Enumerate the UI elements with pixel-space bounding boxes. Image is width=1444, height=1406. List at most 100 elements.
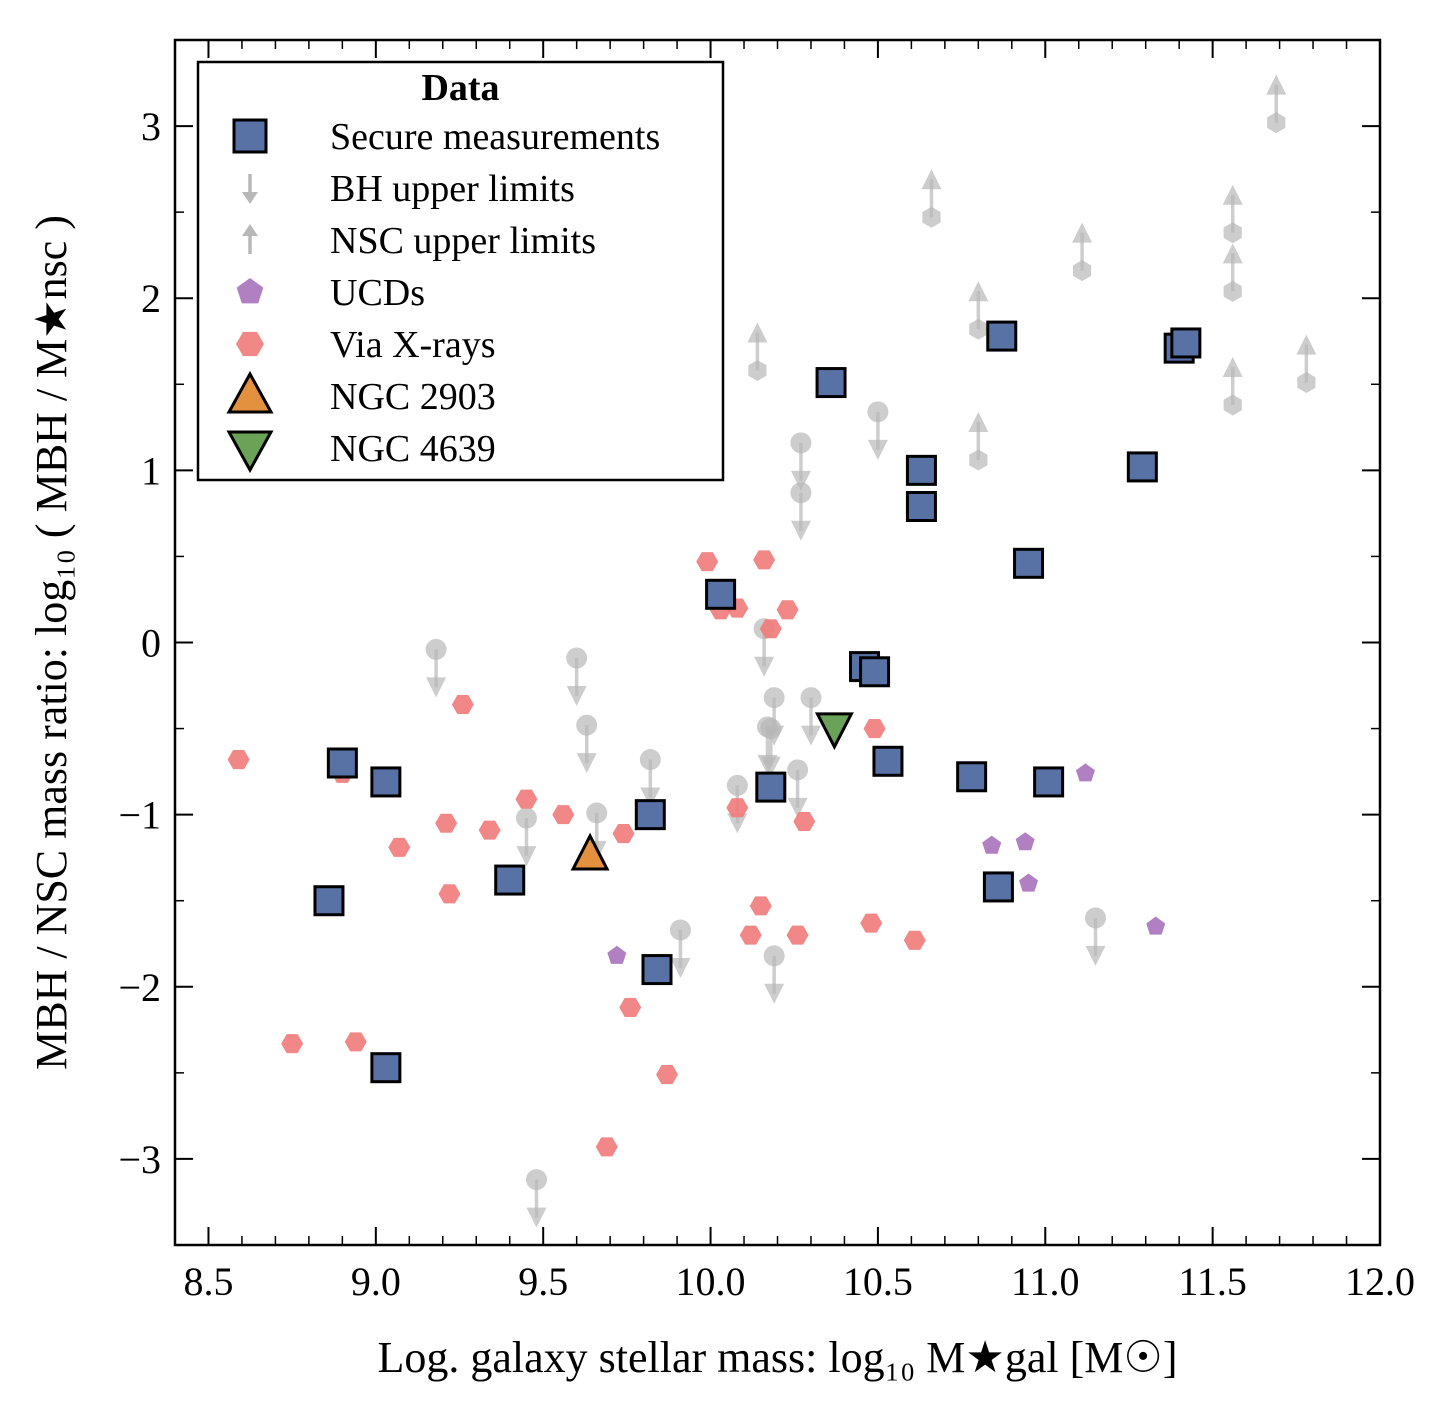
data-point-secure [956,761,988,793]
xray-hexagon [903,930,926,950]
legend-entry-xray: Via X-rays [236,324,496,366]
bh-limit-circle [763,945,785,967]
nsc-limit-arrow-head [1222,356,1243,377]
bh-limit-arrow-head [800,725,821,746]
data-point-secure [634,799,666,831]
y-tick-label: 2 [141,276,161,321]
data-point-ucd [1146,916,1166,935]
tick-labels: 8.5 9.0 9.5 10.0 10.5 11.0 11.5 12.0 −3 −2 −1 0 1 2 3 [118,104,1415,1304]
nsc-limit-hexagon [969,449,988,471]
data-point-xray [786,925,809,945]
xray-hexagon [438,884,461,904]
data-point-xray [595,1137,618,1157]
legend-entry-ucd: UCDs [236,272,425,314]
bh-limit-arrow-head [670,957,691,978]
data-point-secure [1013,547,1045,579]
secure-square [1013,547,1045,579]
data-point-secure [1170,327,1202,359]
nsc-limit-arrow-head [1296,334,1317,355]
data-point-xray [739,925,762,945]
data-point-xray [552,805,575,825]
legend-pentagon-icon [236,278,264,304]
bh-limit-circle [526,1169,547,1191]
data-point-xray [281,1034,304,1054]
secure-square [755,771,787,803]
y-axis-label: MBH / NSC mass ratio: log₁₀ ( MBH / M★ns… [27,215,76,1070]
bh-limit-circle [425,638,447,660]
xray-hexagon [759,619,782,639]
legend-down-arrow-head-icon [242,192,258,204]
series-ngc4639 [814,712,854,751]
nsc-limit-arrow-head [747,322,768,343]
bh-limit-arrow-head [764,983,785,1004]
bh-limit-circle [726,774,748,796]
y-tick-label: 3 [141,104,161,149]
data-point-nsc-limit [921,169,942,228]
data-point-xray [726,798,749,818]
legend-secure-icon [232,118,268,154]
bh-limit-arrow-head [1085,945,1106,966]
ucd-pentagon [607,945,627,964]
x-tick-label: 10.5 [843,1259,913,1304]
xray-hexagon [612,824,635,844]
ucd-pentagon [1146,916,1166,935]
data-point-secure [905,454,937,486]
x-axis-label: Log. galaxy stellar mass: log₁₀ M★gal [M… [378,1333,1178,1382]
legend-entry-bh-limit: BH upper limits [242,168,575,210]
data-point-bh-limit [763,687,785,746]
data-point-ngc2903 [570,832,610,871]
legend-hexagon-icon [236,331,264,357]
data-point-xray [776,600,799,620]
legend-triangle-down-icon [226,430,274,474]
data-point-ucd [607,945,627,964]
legend: Data Secure measurements BH upper limits NS… [196,60,725,482]
bh-limit-circle [586,802,608,824]
data-point-ucd [1015,832,1035,851]
y-tick-label: −3 [118,1137,161,1182]
secure-square [705,578,737,610]
x-tick-label: 9.5 [518,1259,568,1304]
data-point-secure [815,367,847,399]
data-point-xray [515,789,538,809]
legend-triangle-up-icon [226,370,274,414]
bh-limit-circle [639,749,661,771]
secure-square [982,871,1014,903]
nsc-limit-hexagon [1267,112,1286,134]
nsc-limit-arrow-head [968,281,989,302]
bh-limit-arrow-head [754,656,775,677]
secure-square [956,761,988,793]
series-ngc2903 [570,832,610,871]
bh-limit-circle [576,714,598,736]
y-tick-label: −2 [118,965,161,1010]
nsc-limit-arrow-head [1222,184,1243,205]
data-point-secure [859,656,891,688]
bh-limit-arrow-head [787,797,808,818]
nsc-limit-hexagon [969,318,988,340]
xray-hexagon [863,719,886,739]
series-secure [313,320,1202,1084]
data-point-nsc-limit [1222,184,1243,244]
data-point-secure [1126,451,1158,483]
data-point-secure [755,771,787,803]
xray-hexagon [726,798,749,818]
xray-hexagon [619,997,642,1017]
secure-square [905,454,937,486]
x-tick-label: 9.0 [351,1259,401,1304]
nsc-limit-hexagon [922,206,941,228]
xray-hexagon [435,813,458,833]
secure-square [815,367,847,399]
bh-limit-circle [515,807,537,829]
ucd-pentagon [1019,873,1039,892]
xray-hexagon [478,820,501,840]
legend-label: Via X-rays [330,324,496,366]
ngc4639-triangle [814,712,854,751]
secure-square [370,766,402,798]
data-point-bh-limit [763,945,785,1004]
bh-limit-arrow-head [526,1207,547,1228]
legend-up-arrow-head-icon [242,224,258,236]
data-point-bh-limit [425,638,447,698]
xray-hexagon [860,913,883,933]
data-point-xray [344,1032,367,1052]
xray-hexagon [344,1032,367,1052]
